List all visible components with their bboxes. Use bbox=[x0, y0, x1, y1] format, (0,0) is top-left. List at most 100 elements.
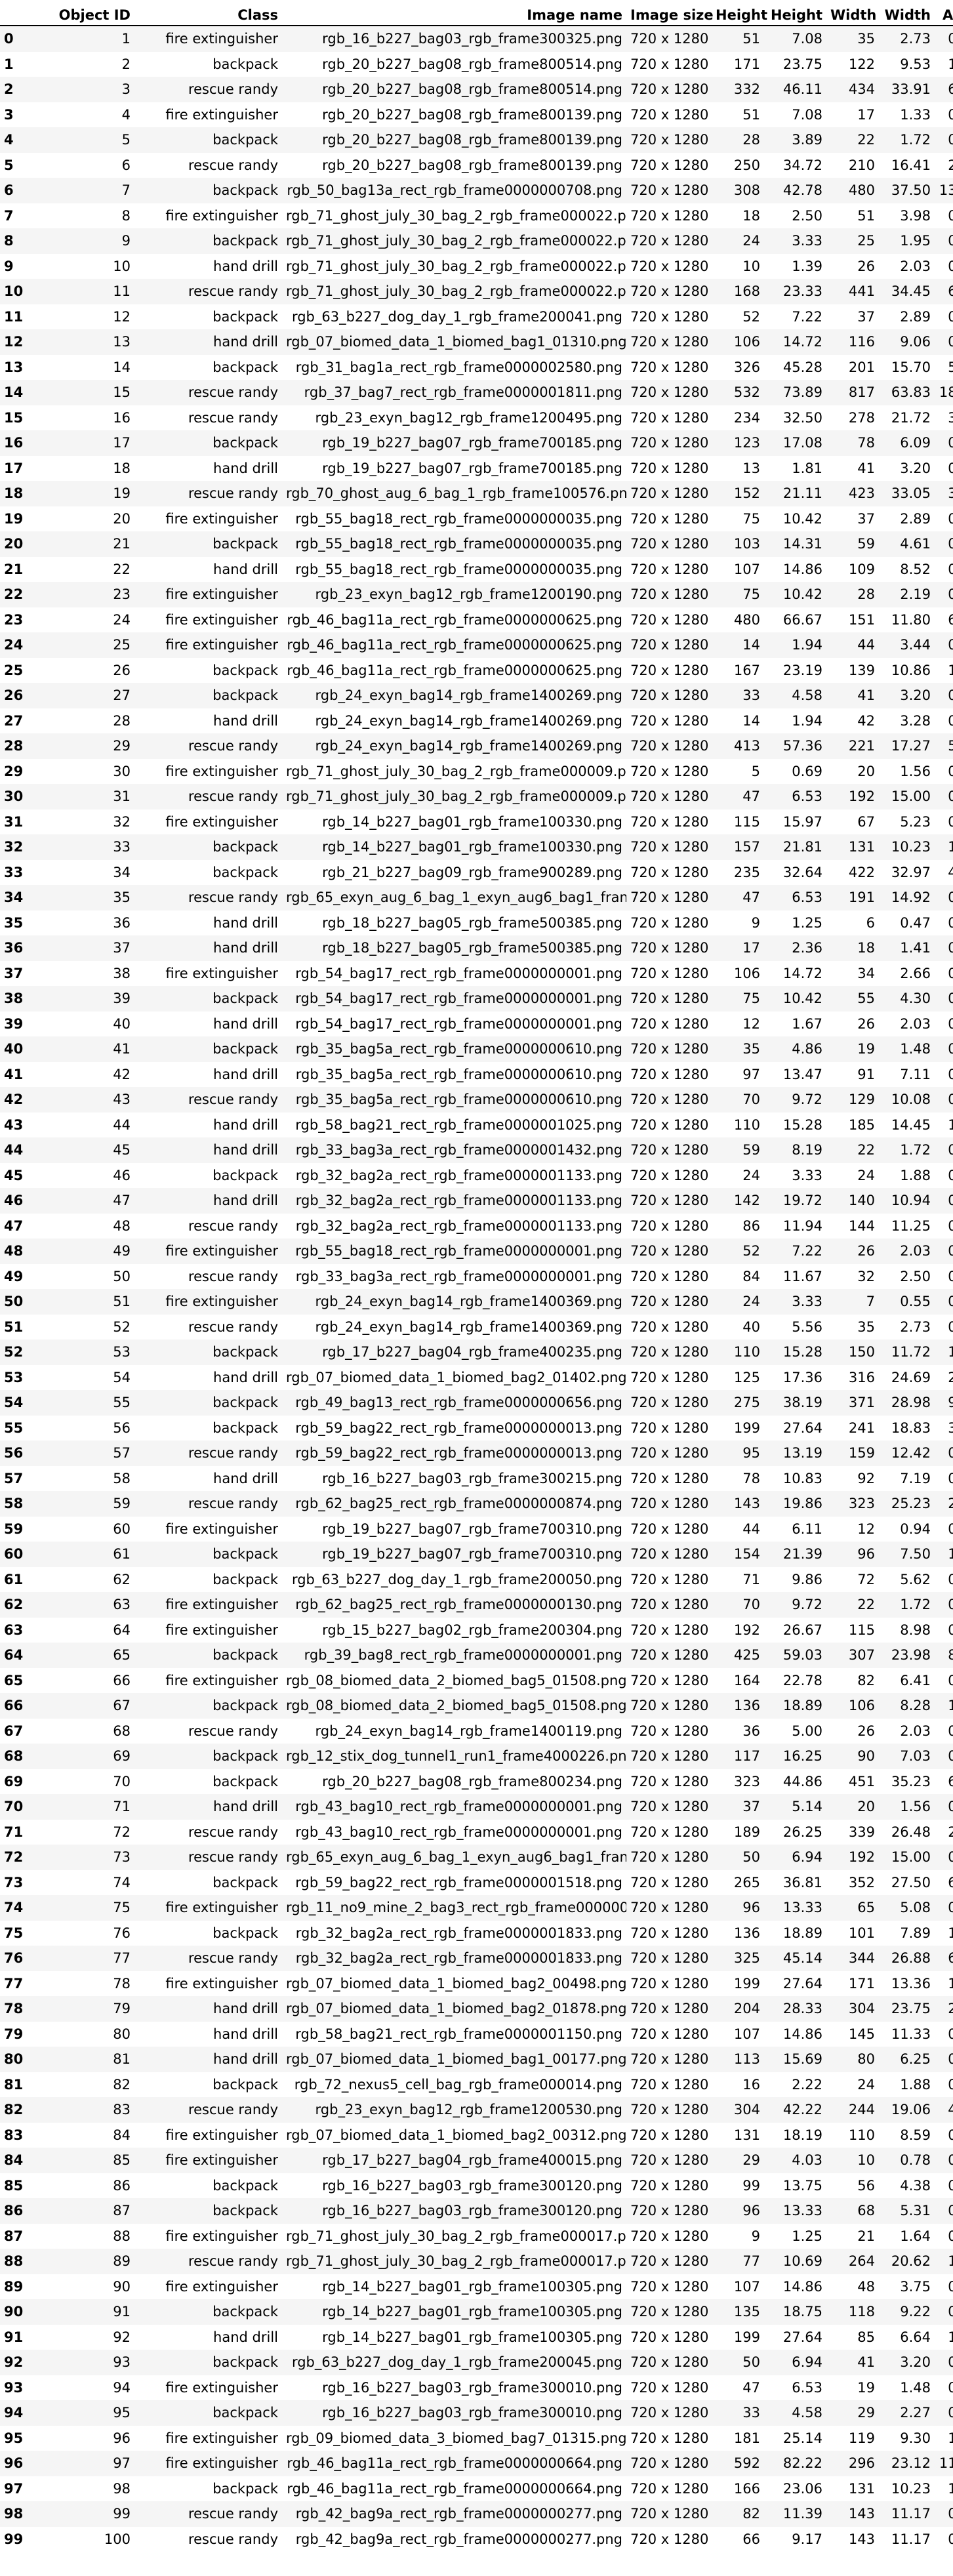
cell-area: 1.86 bbox=[948, 1975, 953, 1992]
cell-image-name: rgb_20_b227_bag08_rgb_frame800139.png bbox=[322, 157, 622, 173]
cell-width-px: 32 bbox=[857, 1268, 875, 1284]
cell-object-id: 43 bbox=[39, 1087, 134, 1113]
cell-width-pct: 1.41 bbox=[879, 935, 935, 961]
cell-class: rescue randy bbox=[134, 1441, 282, 1466]
cell-index: 89 bbox=[4, 2278, 24, 2295]
cell-width-px: 159 bbox=[826, 1441, 879, 1466]
cell-area: 3.63 bbox=[948, 1420, 953, 1436]
cell-area: 9.82 bbox=[935, 1390, 953, 1416]
cell-height-px: 37 bbox=[712, 1794, 764, 1820]
cell-image-name: rgb_59_bag22_rect_rgb_frame0000001518.pn… bbox=[295, 1874, 622, 1891]
cell-image-name: rgb_62_bag25_rect_rgb_frame0000000874.pn… bbox=[282, 1491, 626, 1517]
cell-object-id: 62 bbox=[113, 1571, 131, 1587]
cell-image-size: 720 x 1280 bbox=[630, 460, 709, 476]
cell-image-name: rgb_71_ghost_july_30_bag_2_rgb_frame0000… bbox=[282, 784, 626, 809]
cell-class: hand drill bbox=[213, 1066, 278, 1082]
cell-width-pct: 5.31 bbox=[879, 2198, 935, 2224]
cell-index: 37 bbox=[4, 965, 24, 981]
cell-class: backpack bbox=[134, 1693, 282, 1719]
cell-object-id: 50 bbox=[113, 1268, 131, 1284]
cell-width-px: 371 bbox=[826, 1390, 879, 1416]
cell-image-name: rgb_20_b227_bag08_rgb_frame800514.png bbox=[322, 56, 622, 72]
cell-image-name: rgb_07_biomed_data_1_biomed_bag1_01310.p… bbox=[282, 329, 626, 355]
cell-height-pct: 38.19 bbox=[764, 1390, 826, 1416]
cell-image-name: rgb_46_bag11a_rect_rgb_frame0000000664.p… bbox=[282, 2451, 626, 2476]
cell-index: 45 bbox=[4, 1167, 24, 1183]
cell-image-name: rgb_63_b227_dog_day_1_rgb_frame200045.pn… bbox=[282, 2350, 626, 2375]
cell-class: backpack bbox=[213, 1874, 278, 1891]
cell-index: 13 bbox=[4, 359, 24, 375]
cell-index: 86 bbox=[0, 2198, 39, 2224]
table-row: 9 10 hand drill rgb_71_ghost_july_30_bag_2_… bbox=[0, 254, 953, 279]
cell-index: 34 bbox=[0, 885, 39, 910]
cell-index: 0 bbox=[0, 26, 39, 52]
table-row: 1 2 backpack rgb_20_b227_bag08_rgb_frame800… bbox=[0, 52, 953, 77]
cell-area: 0.27 bbox=[935, 986, 953, 1012]
cell-width-pct: 7.89 bbox=[900, 1925, 931, 1941]
cell-height-pct: 15.97 bbox=[782, 813, 822, 830]
cell-image-name: rgb_63_b227_dog_day_1_rgb_frame200050.pn… bbox=[291, 1571, 622, 1587]
cell-image-size: 720 x 1280 bbox=[630, 1015, 709, 1032]
cell-width-pct: 28.98 bbox=[879, 1390, 935, 1416]
cell-object-id: 92 bbox=[113, 2329, 131, 2345]
cell-image-name: rgb_07_biomed_data_1_biomed_bag2_01402.p… bbox=[286, 1369, 626, 1385]
cell-object-id: 71 bbox=[39, 1794, 134, 1820]
header-image-name: Image name bbox=[282, 5, 626, 26]
cell-index: 24 bbox=[0, 632, 39, 658]
cell-height-pct: 1.39 bbox=[792, 258, 822, 274]
cell-index: 83 bbox=[4, 2127, 24, 2143]
cell-width-px: 7 bbox=[826, 1289, 879, 1315]
cell-image-size: 720 x 1280 bbox=[626, 2350, 712, 2375]
cell-object-id: 24 bbox=[113, 611, 131, 628]
table-row: 83 84 fire extinguisher rgb_07_biomed_data_… bbox=[0, 2123, 953, 2148]
cell-height-pct: 13.33 bbox=[764, 2198, 826, 2224]
table-row: 10 11 rescue randy rgb_71_ghost_july_30_bag… bbox=[0, 279, 953, 304]
table-row: 55 56 backpack rgb_59_bag22_rect_rgb_frame0… bbox=[0, 1416, 953, 1441]
cell-index: 71 bbox=[4, 1824, 24, 1840]
cell-height-pct: 23.06 bbox=[782, 2480, 822, 2497]
header-row: Object ID Class Image name Image size He… bbox=[0, 5, 953, 26]
cell-class: rescue randy bbox=[134, 2501, 282, 2527]
cell-image-name: rgb_16_b227_bag03_rgb_frame300120.png bbox=[282, 2198, 626, 2224]
table-row: 47 48 rescue randy rgb_32_bag2a_rect_rgb_fr… bbox=[0, 1214, 953, 1239]
cell-index: 47 bbox=[4, 1217, 24, 1234]
table-row: 94 95 backpack rgb_16_b227_bag03_rgb_frame3… bbox=[0, 2400, 953, 2426]
cell-area: 0.85 bbox=[935, 1744, 953, 1769]
cell-index: 51 bbox=[4, 1319, 24, 1335]
cell-object-id: 14 bbox=[113, 359, 131, 375]
cell-width-pct: 15.00 bbox=[879, 1845, 935, 1870]
cell-height-px: 47 bbox=[742, 2379, 760, 2396]
cell-object-id: 38 bbox=[113, 965, 131, 981]
cell-index: 92 bbox=[0, 2350, 39, 2375]
cell-object-id: 37 bbox=[39, 935, 134, 961]
cell-area: 2.82 bbox=[935, 1996, 953, 2022]
cell-height-pct: 3.33 bbox=[764, 228, 826, 254]
cell-area: 6.56 bbox=[948, 1874, 953, 1891]
cell-width-px: 344 bbox=[826, 1946, 879, 1971]
cell-width-px: 151 bbox=[848, 611, 875, 628]
cell-object-id: 2 bbox=[121, 56, 131, 72]
cell-height-pct: 2.36 bbox=[764, 935, 826, 961]
cell-class: backpack bbox=[213, 359, 278, 375]
cell-class: hand drill bbox=[213, 2329, 278, 2345]
cell-width-px: 150 bbox=[826, 1339, 879, 1365]
cell-height-px: 250 bbox=[733, 157, 760, 173]
cell-image-size: 720 x 1280 bbox=[626, 1996, 712, 2022]
cell-index: 55 bbox=[4, 1420, 24, 1436]
table-row: 81 82 backpack rgb_72_nexus5_cell_bag_rgb_f… bbox=[0, 2072, 953, 2098]
cell-class: fire extinguisher bbox=[165, 2228, 278, 2244]
cell-height-pct: 21.81 bbox=[764, 834, 826, 860]
cell-index: 29 bbox=[4, 763, 24, 779]
table-row: 5 6 rescue randy rgb_20_b227_bag08_rgb_fram… bbox=[0, 153, 953, 178]
table-row: 78 79 hand drill rgb_07_biomed_data_1_biome… bbox=[0, 1996, 953, 2022]
cell-class: rescue randy bbox=[188, 157, 278, 173]
cell-class: hand drill bbox=[213, 258, 278, 274]
cell-image-name: rgb_50_bag13a_rect_rgb_frame0000000708.p… bbox=[282, 178, 626, 203]
cell-image-name: rgb_58_bag21_rect_rgb_frame0000001150.pn… bbox=[295, 2026, 622, 2042]
cell-image-size: 720 x 1280 bbox=[626, 127, 712, 153]
cell-height-px: 24 bbox=[712, 1289, 764, 1315]
cell-width-pct: 10.23 bbox=[891, 2480, 931, 2497]
table-row: 93 94 fire extinguisher rgb_16_b227_bag03_r… bbox=[0, 2375, 953, 2401]
cell-width-pct: 26.48 bbox=[891, 1824, 931, 1840]
cell-area: 0.93 bbox=[935, 2299, 953, 2325]
